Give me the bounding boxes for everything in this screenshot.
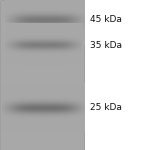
Text: 35 kDa: 35 kDa xyxy=(90,40,122,50)
Bar xyxy=(0,0,84,150)
Text: 45 kDa: 45 kDa xyxy=(90,15,122,24)
Text: 25 kDa: 25 kDa xyxy=(90,103,122,112)
